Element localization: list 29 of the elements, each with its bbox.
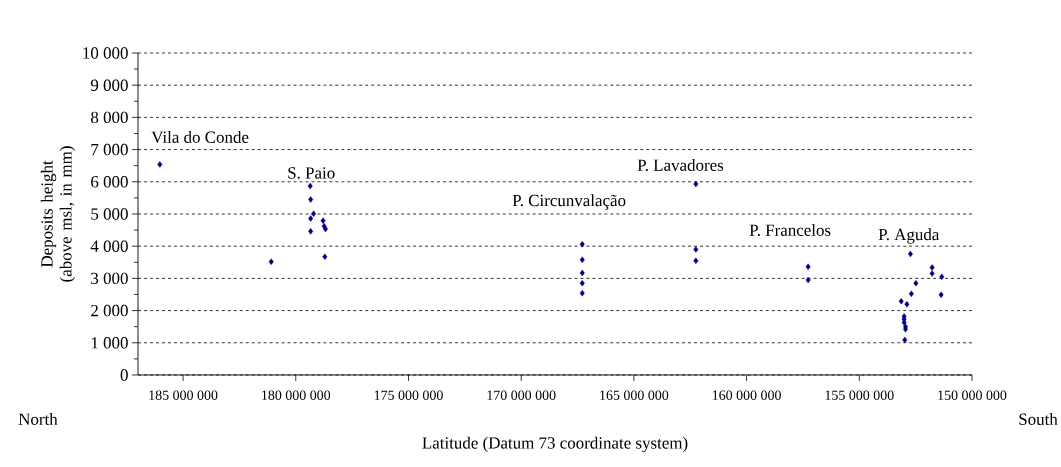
- x-tick-label: 185 000 000: [149, 390, 218, 400]
- x-tick-label: 160 000 000: [712, 390, 781, 400]
- x-tick-label: 155 000 000: [825, 390, 894, 400]
- y-tick-label: 3 000: [91, 272, 128, 285]
- y-axis-title: Deposits height (above msl, in mm): [40, 146, 76, 282]
- y-tick-label: 9 000: [90, 79, 128, 91]
- x-axis-title: Latitude (Datum 73 coordinate system): [422, 436, 688, 453]
- annotation: P. Aguda: [878, 228, 940, 244]
- y-tick-label: 4 000: [90, 240, 128, 252]
- y-tick-label: 10 000: [83, 47, 128, 59]
- x-tick-label: 170 000 000: [487, 390, 556, 400]
- annotation: Vila do Conde: [151, 130, 249, 143]
- x-tick-label: 180 000 000: [262, 390, 331, 400]
- y-tick-label: 2 000: [91, 304, 128, 317]
- y-tick-label: 1 000: [91, 337, 128, 349]
- x-tick-label: 165 000 000: [600, 390, 669, 400]
- annotation: P. Circunvalação: [512, 194, 626, 210]
- y-tick-label: 5 000: [91, 208, 128, 220]
- text: South: [1019, 413, 1058, 425]
- annotation: S. Paio: [288, 167, 335, 179]
- text: North: [18, 413, 58, 425]
- y-tick-label: 7 000: [91, 143, 128, 156]
- x-tick-label: 150 000 000: [938, 390, 1007, 400]
- x-tick-label: 175 000 000: [374, 390, 443, 400]
- annotation: P. Lavadores: [637, 158, 724, 171]
- y-tick-label: 8 000: [91, 111, 128, 124]
- annotation: P. Francelos: [749, 223, 831, 236]
- y-tick-label: 6 000: [91, 176, 128, 188]
- y-tick-label: 0: [120, 369, 128, 381]
